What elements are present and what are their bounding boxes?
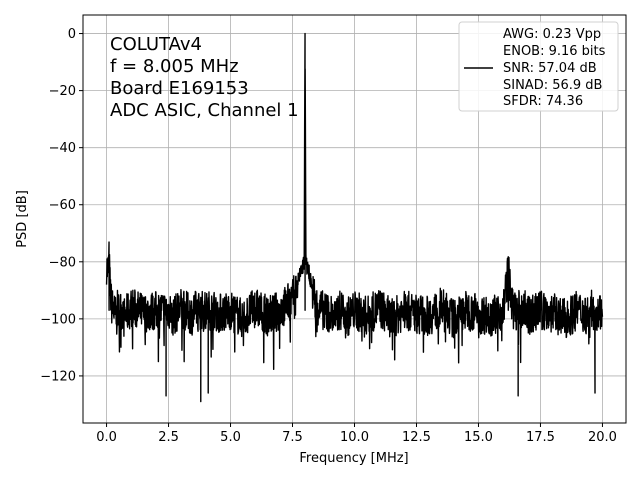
x-tick-label: 7.5 [282,430,303,445]
y-axis-label: PSD [dB] [15,190,30,248]
x-axis-label: Frequency [MHz] [299,451,408,466]
x-tick-label: 10.0 [340,430,369,445]
x-tick-label: 20.0 [588,430,617,445]
x-tick-label: 0.0 [96,430,117,445]
legend-box [458,21,619,112]
x-tick-label: 12.5 [402,430,431,445]
x-tick-label: 2.5 [158,430,179,445]
legend-line-sinad: SINAD: 56.9 dB [503,78,602,93]
psd-trace-group [105,32,604,403]
y-tick-label: −40 [49,141,76,156]
y-tick-label: −60 [49,198,76,213]
y-tick-label: −20 [49,84,76,99]
x-tick-label: 17.5 [526,430,555,445]
x-tick-label: 15.0 [464,430,493,445]
info-line-frequency: f = 8.005 MHz [110,56,239,77]
legend-line-snr: SNR: 57.04 dB [503,61,597,76]
axis-ticks: 0.0 2.5 5.0 7.5 10.0 12.5 15.0 17.5 20.0 0 −20 −40 −… [40,27,617,445]
y-tick-label: 0 [68,27,76,42]
legend-line-enob: ENOB: 9.16 bits [503,44,606,59]
y-tick-label: −100 [40,312,76,327]
info-line-channel: ADC ASIC, Channel 1 [110,100,299,121]
info-line-chip: COLUTAv4 [110,34,202,55]
x-tick-label: 5.0 [220,430,241,445]
psd-trace [105,32,604,403]
info-line-board: Board E169153 [110,78,249,99]
y-tick-label: −80 [49,255,76,270]
legend-line-awg: AWG: 0.23 Vpp [503,27,601,42]
legend-line-sfdr: SFDR: 74.36 [503,94,583,109]
info-annotation: COLUTAv4 f = 8.005 MHz Board E169153 ADC… [110,34,299,121]
legend: AWG: 0.23 Vpp ENOB: 9.16 bits SNR: 57.04… [458,21,619,112]
y-tick-label: −120 [40,369,76,384]
